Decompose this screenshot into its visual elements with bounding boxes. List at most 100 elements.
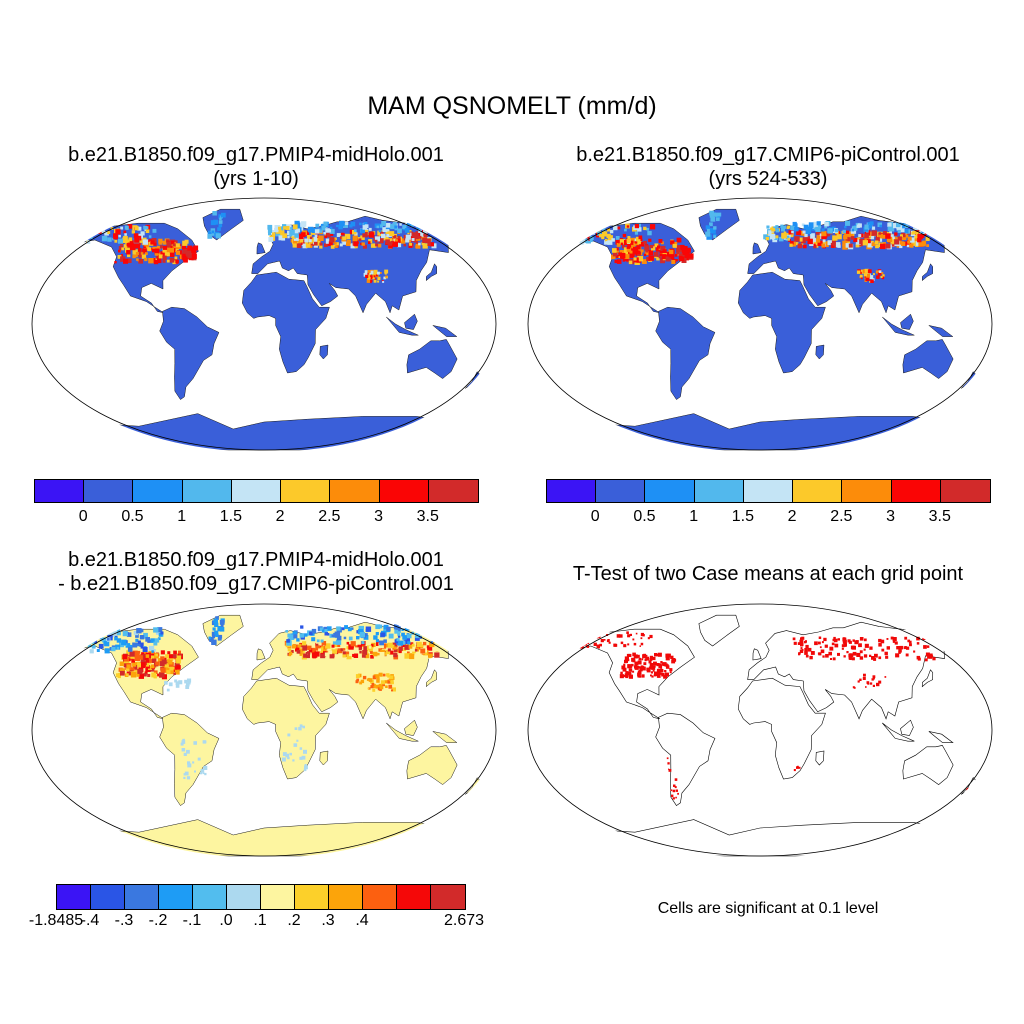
grid-cell	[375, 684, 380, 689]
grid-cell	[775, 228, 780, 233]
grid-cell	[811, 237, 816, 242]
grid-cell	[187, 255, 190, 258]
grid-cell	[917, 234, 923, 240]
grid-cell	[166, 670, 171, 675]
land-japan	[425, 669, 437, 688]
grid-cell	[626, 631, 629, 634]
grid-cell	[887, 222, 892, 227]
grid-cell	[304, 765, 308, 770]
grid-cell	[678, 255, 683, 260]
grid-cell	[350, 641, 356, 647]
grid-cell	[337, 648, 343, 654]
grid-cell	[684, 252, 690, 258]
grid-cell	[863, 273, 867, 277]
land-japan	[425, 263, 437, 282]
map-border	[31, 603, 497, 857]
grid-cell	[628, 674, 633, 679]
grid-cell	[394, 239, 398, 243]
grid-cell	[411, 238, 415, 241]
grid-cell	[832, 243, 836, 247]
grid-cell	[154, 252, 158, 256]
grid-cell	[301, 242, 304, 246]
grid-cell	[624, 660, 628, 664]
grid-cell	[650, 674, 652, 677]
grid-cell	[845, 220, 851, 226]
grid-cell	[898, 651, 901, 654]
grid-cell	[925, 652, 930, 657]
grid-cell	[184, 771, 189, 776]
grid-cell	[624, 251, 629, 256]
grid-cell	[430, 228, 436, 233]
grid-cell	[373, 274, 377, 278]
grid-cell	[191, 253, 197, 259]
grid-cell	[829, 646, 834, 651]
grid-cell	[329, 237, 335, 243]
grid-cell	[131, 230, 135, 234]
grid-cell	[710, 216, 716, 222]
grid-cell	[419, 627, 423, 631]
grid-cell	[358, 646, 362, 651]
grid-cell	[123, 230, 127, 234]
grid-cell	[632, 652, 636, 657]
grid-cell	[358, 625, 364, 632]
grid-cell	[163, 245, 168, 250]
grid-cell	[110, 627, 114, 632]
grid-cell	[800, 637, 803, 640]
grid-cell	[850, 645, 855, 650]
grid-cell	[972, 788, 974, 791]
grid-cell	[173, 250, 176, 253]
grid-cell	[816, 221, 821, 226]
grid-cell	[811, 227, 815, 231]
grid-cell	[293, 634, 298, 639]
grid-cell	[803, 224, 809, 230]
grid-cell	[673, 784, 676, 787]
grid-cell	[666, 757, 669, 760]
grid-cell	[795, 242, 799, 246]
grid-cell	[160, 667, 166, 673]
grid-cell	[415, 231, 421, 236]
grid-cell	[596, 226, 600, 230]
grid-cell	[612, 248, 617, 253]
grid-cell	[336, 233, 341, 237]
colorbar-tick-label: 1.5	[219, 508, 242, 525]
grid-cell	[867, 222, 870, 225]
grid-cell	[120, 256, 126, 262]
grid-cell	[376, 225, 380, 229]
grid-cell	[387, 679, 392, 684]
panel3-title-line1: b.e21.B1850.f09_g17.PMIP4-midHolo.001	[68, 549, 444, 571]
grid-cell	[212, 635, 216, 639]
grid-cell	[334, 631, 341, 637]
grid-cell	[134, 237, 140, 243]
grid-cell	[294, 233, 299, 238]
grid-cell	[328, 650, 333, 655]
grid-cell	[790, 240, 794, 245]
grid-cell	[821, 228, 825, 232]
grid-cell	[874, 240, 879, 245]
grid-cell	[302, 725, 305, 729]
grid-cell	[343, 636, 347, 640]
grid-cell	[634, 661, 639, 666]
land-southAmerica	[655, 712, 716, 807]
grid-cell	[633, 246, 639, 253]
grid-cell	[803, 233, 806, 237]
grid-cell	[158, 632, 163, 637]
grid-cell	[656, 672, 660, 676]
grid-cell	[331, 644, 335, 648]
grid-cell	[123, 663, 128, 668]
grid-cell	[591, 229, 595, 233]
colorbar-swatch	[84, 480, 134, 502]
grid-cell	[385, 229, 390, 234]
grid-cell	[641, 259, 647, 264]
grid-cell	[636, 245, 641, 250]
grid-cell	[636, 250, 641, 255]
grid-cell	[788, 230, 793, 235]
grid-cell	[822, 240, 826, 244]
grid-cell	[373, 635, 378, 640]
grid-cell	[374, 278, 377, 281]
map-border	[527, 603, 993, 857]
grid-cell	[856, 652, 861, 657]
grid-cell	[705, 225, 710, 230]
grid-cell	[182, 256, 188, 262]
grid-cell	[859, 233, 864, 238]
grid-cell	[619, 253, 626, 259]
